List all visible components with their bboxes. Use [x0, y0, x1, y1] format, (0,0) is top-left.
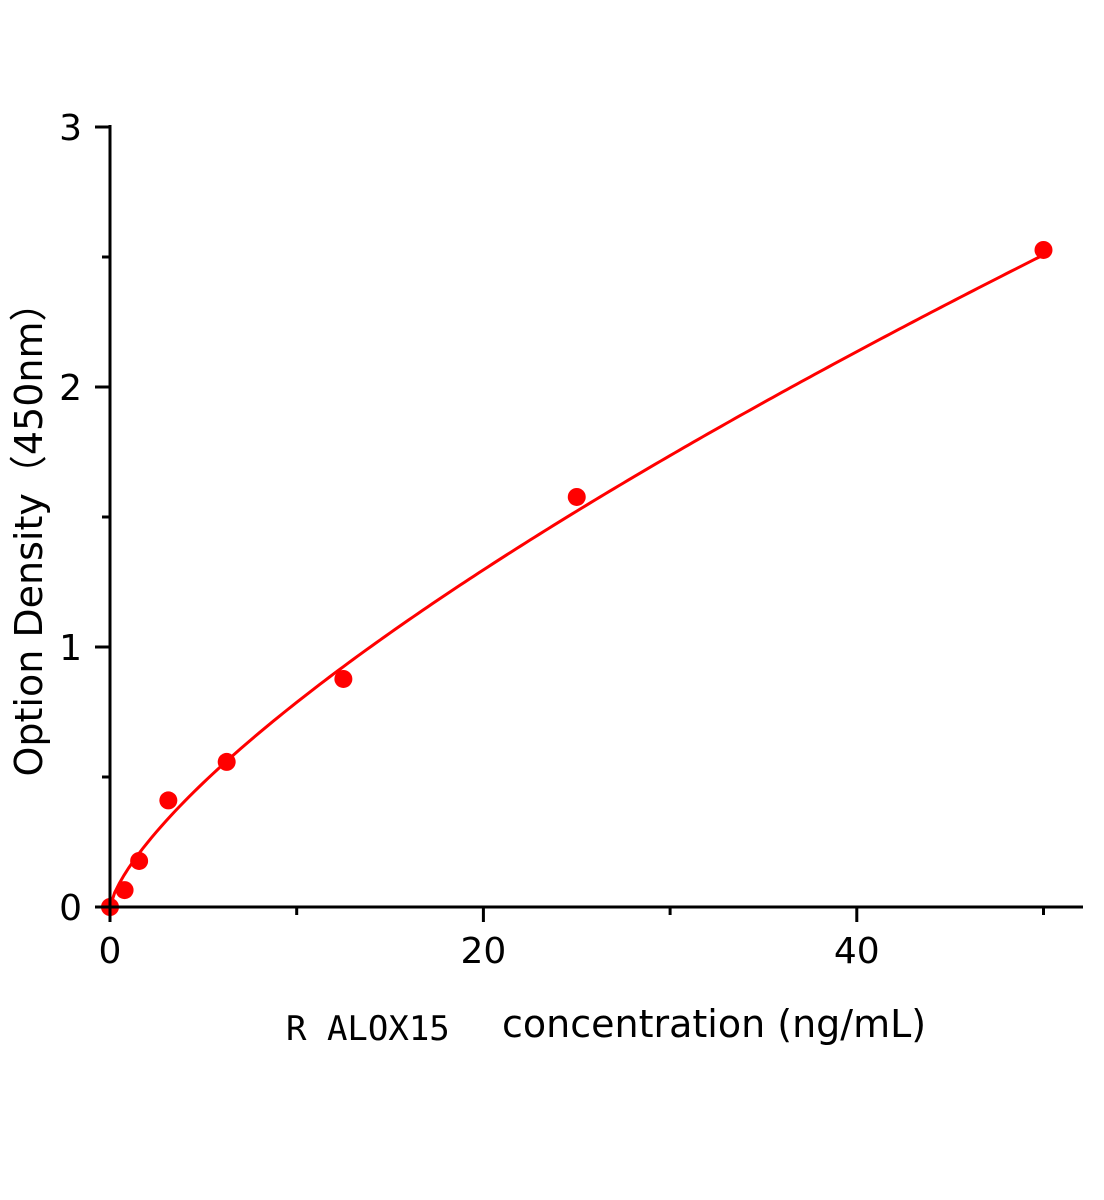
plot-area [101, 240, 1053, 916]
x-ticks: 0 20 40 [99, 907, 1045, 972]
x-axis-analyte: R ALOX15 [286, 1009, 450, 1049]
data-point [115, 881, 134, 900]
data-point [567, 487, 586, 506]
y-tick-label: 3 [59, 108, 82, 149]
y-ticks: 0 1 2 3 [59, 108, 110, 929]
axes: 0 1 2 3 0 20 40 [59, 108, 1083, 972]
y-tick-label: 0 [59, 888, 82, 929]
data-point [217, 752, 236, 771]
y-axis-title: Option Density（450nm） [7, 284, 51, 777]
y-tick-label: 1 [59, 628, 82, 669]
x-tick-label: 20 [460, 931, 506, 972]
data-points [101, 240, 1053, 916]
y-tick-label: 2 [59, 368, 82, 409]
fit-curve [108, 253, 1045, 908]
data-point [159, 791, 178, 810]
data-point [130, 851, 149, 870]
data-point [334, 669, 353, 688]
x-tick-label: 0 [99, 931, 122, 972]
data-point [1034, 240, 1053, 259]
x-tick-label: 40 [834, 931, 880, 972]
x-axis-title: concentration (ng/mL) [502, 1002, 926, 1046]
